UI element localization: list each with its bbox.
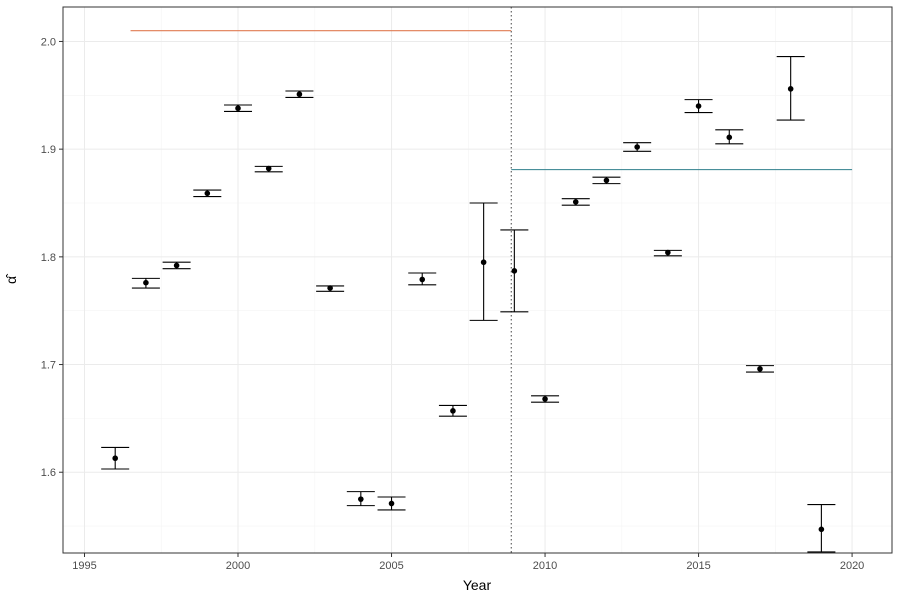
y-tick-label: 2.0 bbox=[41, 36, 56, 48]
data-point bbox=[204, 190, 211, 197]
data-point bbox=[173, 262, 180, 269]
data-point bbox=[695, 103, 702, 109]
reference-lines bbox=[130, 7, 853, 553]
data-point bbox=[358, 496, 364, 502]
data-point bbox=[480, 259, 487, 266]
x-tick-label: 2020 bbox=[840, 560, 864, 572]
x-tick-label: 1995 bbox=[72, 560, 96, 572]
x-axis-title: Year bbox=[463, 577, 492, 593]
x-axis: 1995 2000 2005 2010 2015 2020 bbox=[72, 553, 864, 572]
data-point bbox=[542, 396, 548, 402]
data-point bbox=[296, 91, 303, 98]
data-point bbox=[143, 279, 149, 286]
x-tick-label: 2000 bbox=[226, 560, 250, 572]
data-point bbox=[572, 199, 579, 205]
data-point bbox=[787, 86, 794, 92]
x-tick-label: 2005 bbox=[379, 560, 403, 572]
y-tick-label: 1.7 bbox=[41, 360, 56, 372]
data-point bbox=[112, 455, 118, 462]
data-point bbox=[757, 366, 763, 372]
data-point bbox=[265, 165, 272, 172]
plot-border bbox=[62, 6, 893, 554]
data-point bbox=[511, 268, 518, 274]
error-bars bbox=[101, 55, 836, 553]
data-point bbox=[388, 500, 395, 507]
data-point bbox=[634, 144, 640, 150]
y-tick-label: 1.9 bbox=[41, 144, 56, 156]
plot-panel bbox=[63, 7, 892, 553]
data-point bbox=[450, 408, 456, 414]
y-tick-label: 1.6 bbox=[41, 467, 56, 479]
data-point bbox=[818, 526, 825, 533]
y-axis: 1.6 1.7 1.8 1.9 2.0 bbox=[41, 36, 63, 479]
data-point bbox=[235, 105, 241, 112]
data-point bbox=[603, 177, 610, 184]
y-tick-label: 1.8 bbox=[41, 252, 56, 264]
data-point bbox=[419, 276, 426, 283]
data-points bbox=[112, 86, 825, 533]
x-tick-label: 2010 bbox=[533, 560, 557, 572]
y-axis-title: α̂ bbox=[3, 273, 19, 284]
data-point bbox=[327, 285, 333, 291]
data-point bbox=[665, 249, 671, 256]
data-point bbox=[726, 134, 733, 141]
x-tick-label: 2015 bbox=[686, 560, 710, 572]
grid bbox=[63, 7, 892, 553]
